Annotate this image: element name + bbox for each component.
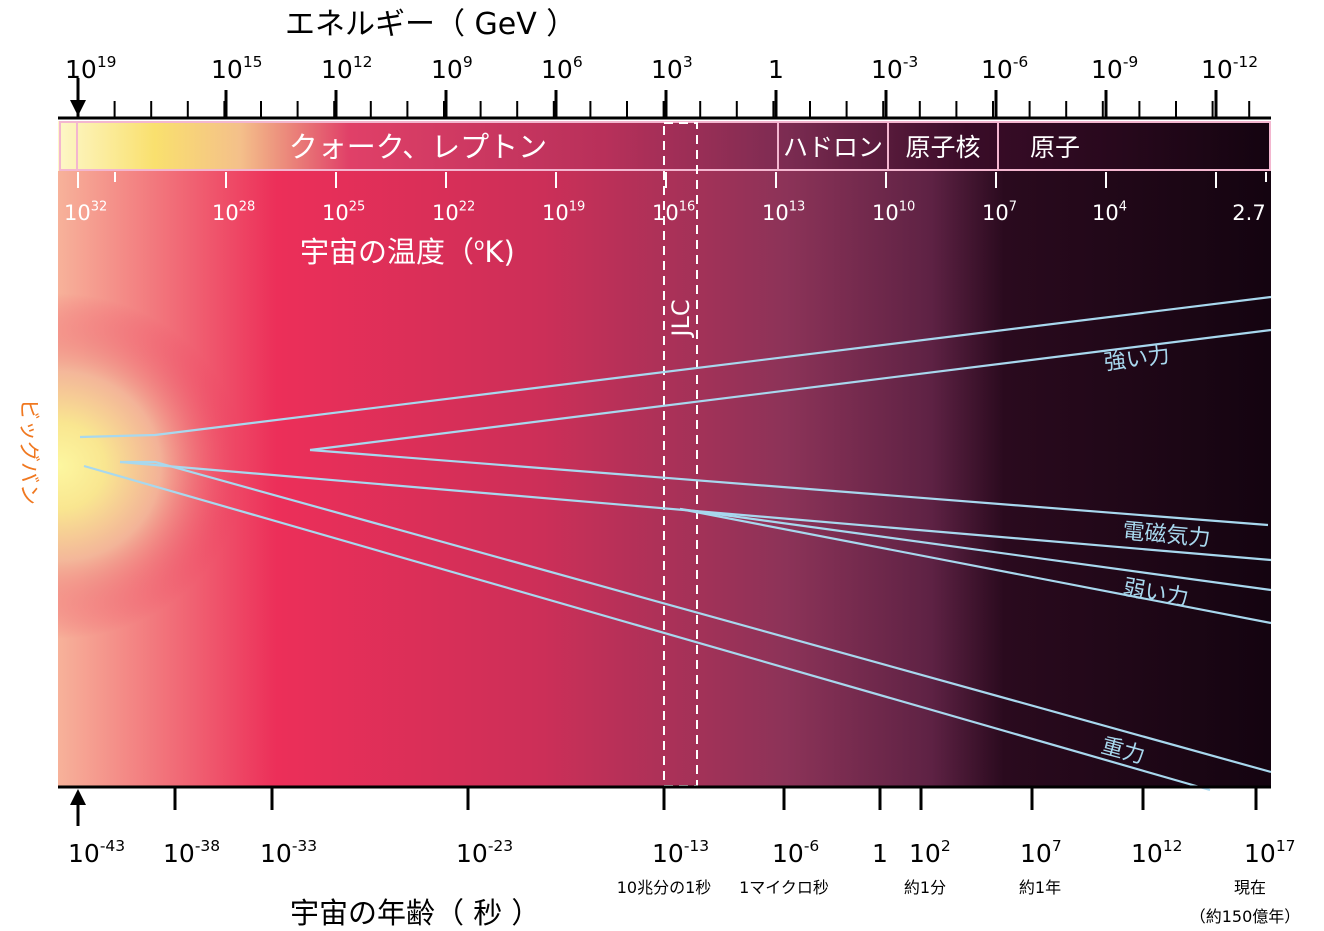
time-tick-label: 107 <box>1020 837 1062 868</box>
electromagnetic-upper-line <box>309 448 1269 527</box>
strong-force-lower-line <box>309 328 1272 452</box>
time-axis-tick-labels: 10-43 10-38 10-33 10-23 10-13 10兆分の1秒 10-6 1マイク… <box>68 837 1296 897</box>
force-lines <box>79 295 1272 792</box>
time-tick-label: 10-33 <box>260 837 317 868</box>
energy-axis-minor-ticks <box>76 90 1251 118</box>
temperature-tick-label: 1032 <box>64 200 107 225</box>
gravity-lower-line <box>83 464 1211 792</box>
time-axis-ticks <box>173 787 1258 810</box>
temperature-tick-label: 1013 <box>762 200 805 225</box>
temperature-tick-label: 1019 <box>542 200 585 225</box>
temperature-tick-label: 2.7 <box>1232 201 1265 225</box>
era-hadron: ハドロン <box>783 133 883 162</box>
time-tick-label: 10-38 <box>163 837 220 868</box>
energy-tick-label: 1 <box>768 55 784 84</box>
temperature-axis-ticks <box>77 172 1267 188</box>
time-axis-title: 宇宙の年齢（ 秒 ） <box>290 896 540 930</box>
time-tick-note: 1マイクロ秒 <box>739 878 829 897</box>
time-tick-note: 約1分 <box>904 878 946 897</box>
energy-tick-label: 1019 <box>65 53 117 84</box>
time-tick-label: 1017 <box>1244 837 1296 868</box>
weak-force-lower-line <box>679 507 1272 625</box>
temperature-axis-tick-labels: 1032 1028 1025 1022 1019 1016 1013 1010 107 104 2.… <box>64 200 1266 225</box>
energy-tick-label: 10-9 <box>1091 53 1138 84</box>
era-atom: 原子 <box>1030 133 1080 162</box>
temperature-axis-title: 宇宙の温度（oK) <box>300 235 515 269</box>
energy-tick-label: 1015 <box>211 53 263 84</box>
era-quark-lepton: クォーク、レプトン <box>289 130 547 164</box>
temperature-tick-label: 104 <box>1092 200 1127 225</box>
time-tick-note: 10兆分の1秒 <box>617 878 712 897</box>
strong-force-upper-line <box>79 295 1272 439</box>
gravity-upper-line <box>120 460 1272 774</box>
time-tick-label: 102 <box>909 837 951 868</box>
time-now-note-2: （約150億年） <box>1190 907 1301 926</box>
energy-tick-label: 109 <box>431 53 473 84</box>
energy-tick-label: 10-6 <box>981 53 1028 84</box>
time-tick-label: 10-6 <box>772 837 819 868</box>
time-tick-label: 10-43 <box>68 837 125 868</box>
energy-tick-label: 103 <box>651 53 693 84</box>
temperature-tick-label: 1025 <box>322 200 365 225</box>
energy-axis-tick-labels: 1019 1015 1012 109 106 103 1 10-3 10-6 10-9 10-12 <box>65 53 1258 84</box>
time-arrow-icon <box>70 789 86 826</box>
energy-tick-label: 1012 <box>321 53 373 84</box>
time-tick-note: 現在 <box>1234 878 1266 897</box>
temperature-tick-label: 1010 <box>872 200 915 225</box>
weak-force-line <box>679 507 1272 592</box>
energy-axis-title: エネルギー（ GeV ） <box>285 7 576 42</box>
energy-tick-label: 106 <box>541 53 583 84</box>
temperature-tick-label: 1028 <box>212 200 255 225</box>
temperature-tick-label: 1016 <box>652 200 695 225</box>
energy-tick-label: 10-12 <box>1201 53 1258 84</box>
time-tick-label: 1012 <box>1131 837 1183 868</box>
time-tick-label: 10-13 <box>652 837 709 868</box>
time-tick-note: 約1年 <box>1019 878 1061 897</box>
time-tick-label: 1 <box>872 839 888 868</box>
era-nucleus: 原子核 <box>905 133 980 162</box>
jlc-label: JLC <box>667 299 695 338</box>
big-bang-label: ビッグバン <box>17 399 41 505</box>
temperature-tick-label: 1022 <box>432 200 475 225</box>
time-tick-label: 10-23 <box>456 837 513 868</box>
energy-tick-label: 10-3 <box>871 53 918 84</box>
energy-arrow-icon <box>70 78 86 116</box>
temperature-tick-label: 107 <box>982 200 1017 225</box>
